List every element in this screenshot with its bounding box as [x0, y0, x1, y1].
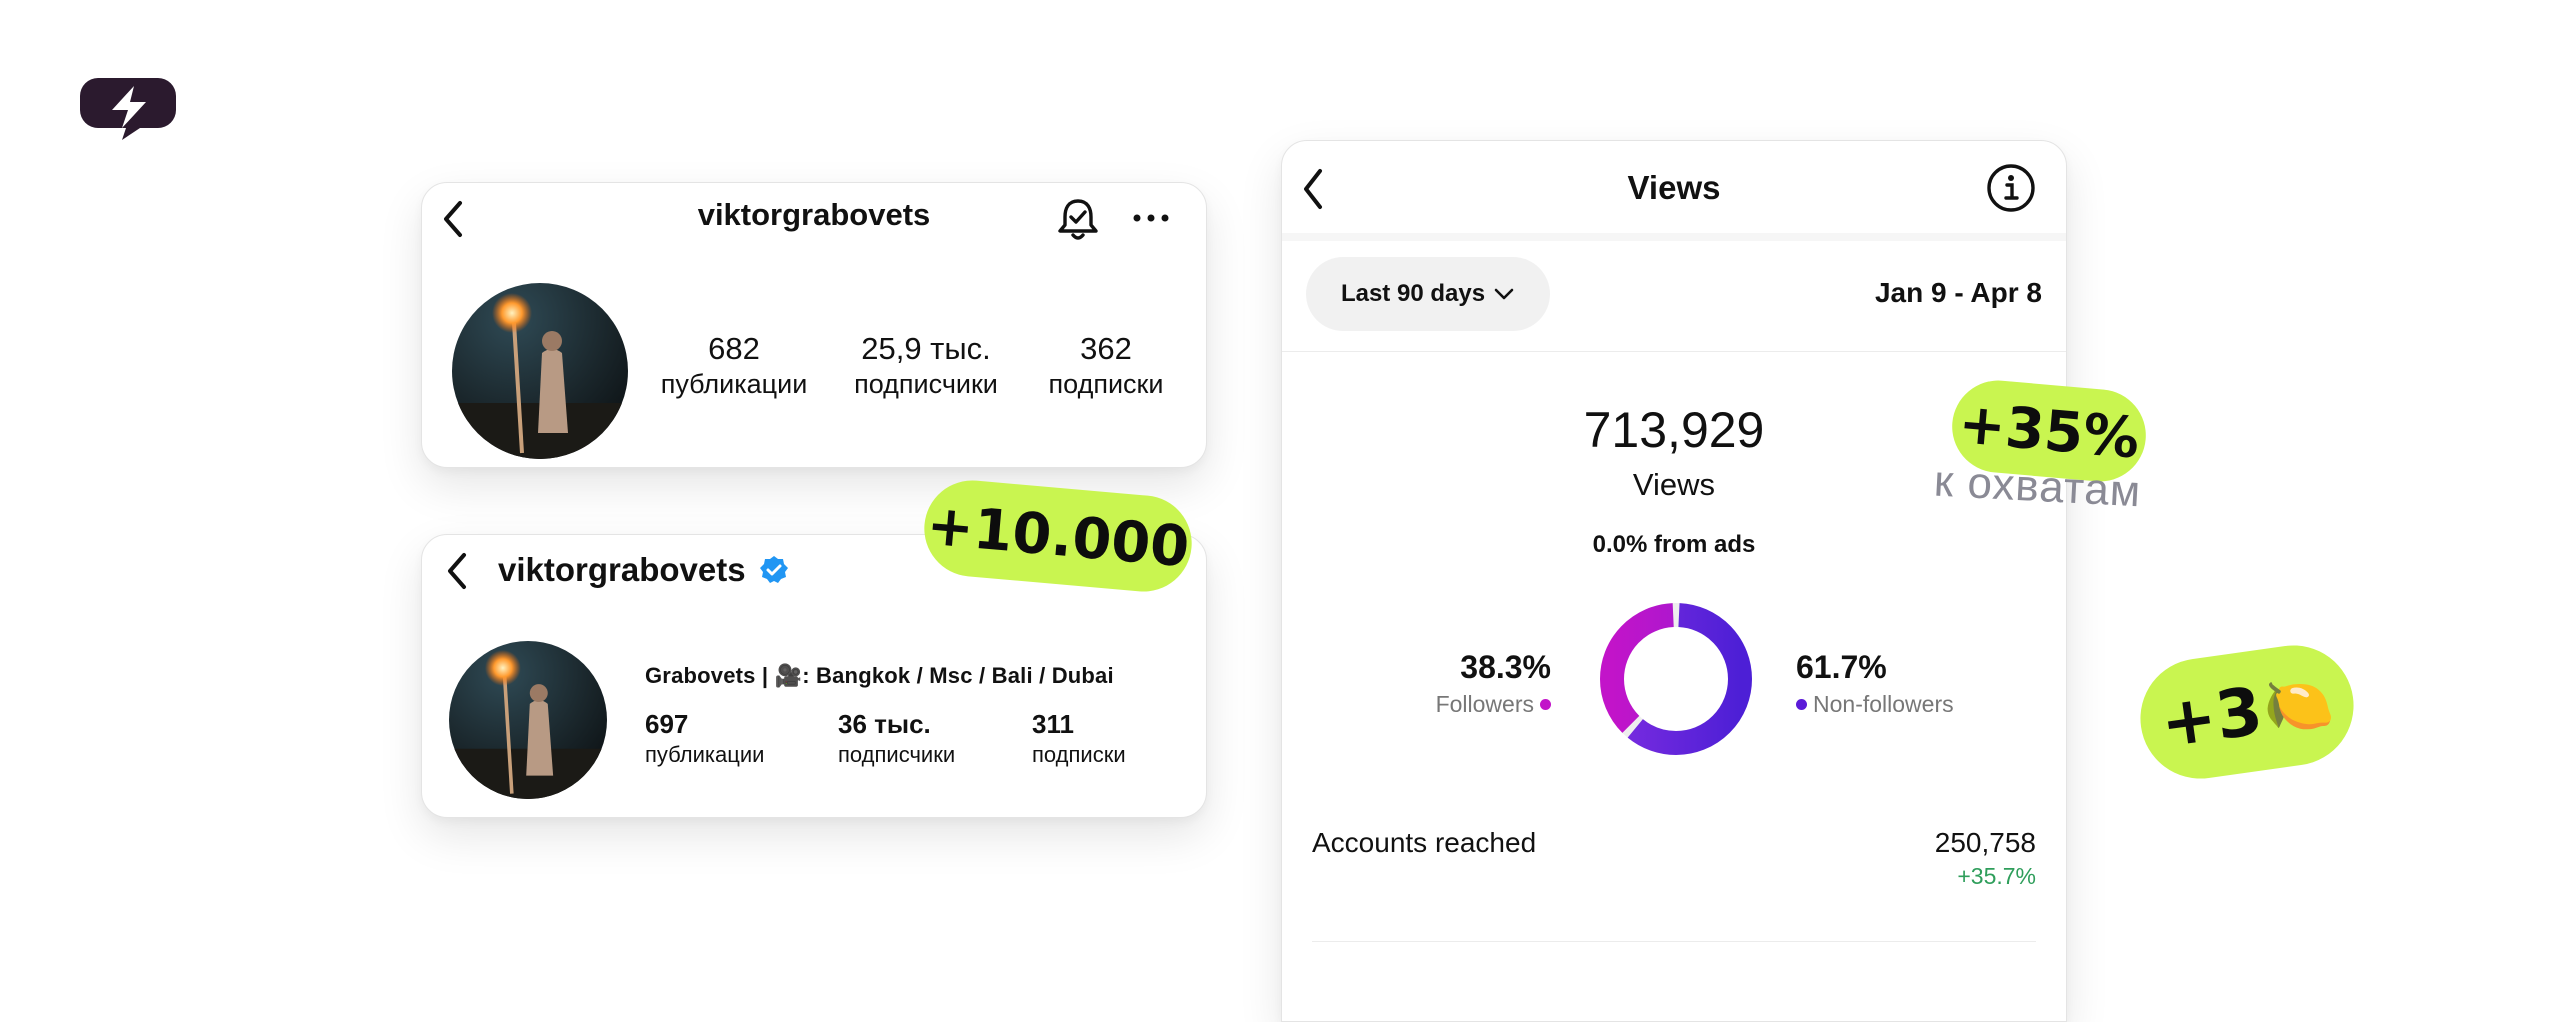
accounts-reached-label: Accounts reached	[1312, 827, 1537, 858]
non-followers-legend: Non-followers	[1796, 691, 1954, 718]
avatar[interactable]	[452, 283, 628, 459]
brand-logo	[80, 78, 176, 140]
verified-icon	[759, 556, 788, 583]
views-title: Views	[1627, 169, 1721, 206]
avatar[interactable]	[449, 641, 607, 799]
followers-legend: Followers	[1436, 691, 1551, 718]
accounts-reached-value: 250,758	[1934, 827, 2036, 858]
following-count: 362	[1080, 331, 1132, 366]
income-gain-badge: +3 🍋	[2132, 637, 2362, 787]
posts-count: 682	[708, 331, 760, 366]
following-stat[interactable]: 311 подписки	[1032, 709, 1126, 768]
date-range-dropdown[interactable]: Last 90 days	[1306, 257, 1550, 331]
views-insights-panel: Views Last 90 days Jan 9 - Apr 8 713,929…	[1281, 140, 2067, 1022]
views-total-label: Views	[1632, 467, 1716, 502]
accounts-reached-change: +35.7%	[1957, 863, 2036, 889]
income-gain-value: +3	[2155, 671, 2267, 763]
following-stat[interactable]: 362 подписки	[1026, 331, 1186, 400]
posts-stat: 682 публикации	[650, 331, 818, 400]
posts-label: публикации	[660, 369, 808, 399]
posts-label: публикации	[645, 742, 765, 767]
avatar-photo	[452, 283, 628, 459]
back-icon[interactable]	[436, 197, 472, 241]
followers-stat[interactable]: 25,9 тыс. подписчики	[826, 331, 1026, 400]
posts-count: 697	[645, 709, 689, 739]
profile-bio: Grabovets | 🎥: Bangkok / Msc / Bali / Du…	[645, 663, 1114, 688]
followers-label: подписчики	[838, 742, 956, 767]
following-count: 311	[1032, 709, 1074, 739]
followers-legend-label: Followers	[1435, 691, 1534, 717]
non-followers-legend-label: Non-followers	[1813, 691, 1954, 717]
followers-count: 36 тыс.	[838, 709, 931, 739]
from-ads-text: 0.0% from ads	[1592, 531, 1756, 558]
views-donut-chart	[1600, 603, 1752, 755]
non-followers-percent: 61.7%	[1796, 649, 1887, 685]
donut-segment-non-followers	[1600, 603, 1752, 755]
more-icon[interactable]	[1131, 211, 1171, 225]
bell-icon[interactable]	[1055, 195, 1101, 243]
header-divider	[1282, 233, 2066, 241]
info-icon[interactable]	[1986, 163, 2036, 213]
views-total: 713,929	[1583, 402, 1765, 458]
profile-username: viktorgrabovets	[498, 551, 746, 588]
followers-percent: 38.3%	[1460, 649, 1551, 685]
back-icon[interactable]	[440, 549, 476, 593]
divider	[1312, 941, 2036, 942]
followers-label: подписчики	[854, 369, 998, 399]
followers-stat[interactable]: 36 тыс. подписчики	[838, 709, 955, 768]
posts-stat: 697 публикации	[645, 709, 764, 768]
followers-count: 25,9 тыс.	[861, 331, 991, 366]
divider	[1282, 351, 2066, 352]
date-range-text: Jan 9 - Apr 8	[1874, 277, 2042, 308]
following-label: подписки	[1048, 369, 1164, 399]
date-range-selected: Last 90 days	[1340, 280, 1486, 307]
back-icon[interactable]	[1296, 165, 1332, 213]
donut-segment-followers	[1600, 603, 1752, 755]
profile-username-row: viktorgrabovets	[498, 551, 789, 589]
lemon-emoji: 🍋	[2259, 668, 2338, 743]
profile-username: viktorgrabovets	[697, 197, 931, 232]
chevron-down-icon	[1494, 288, 1514, 300]
avatar-photo	[449, 641, 607, 799]
following-label: подписки	[1032, 742, 1126, 767]
non-followers-legend-dot	[1796, 699, 1807, 710]
profile-before-card: viktorgrabovets 682 публи	[421, 182, 1207, 468]
followers-legend-dot	[1540, 699, 1551, 710]
